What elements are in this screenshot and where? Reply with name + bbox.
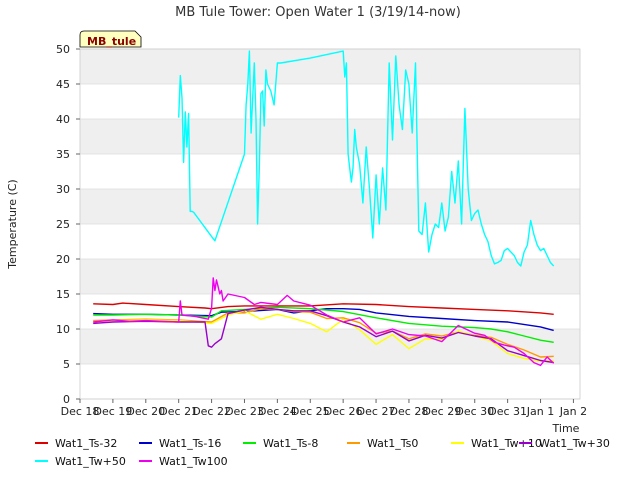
legend-label: Wat1_Tw+30	[539, 437, 610, 450]
legend-label: Wat1_Tw+50	[55, 455, 126, 468]
series-line-wat1-tw100	[93, 277, 555, 367]
y-tick-label: 35	[56, 148, 70, 161]
x-tick-label: Dec 20	[126, 405, 165, 418]
badge-box	[79, 30, 142, 48]
y-axis-label: Temperature (C)	[6, 179, 19, 269]
x-tick-label: Dec 23	[225, 405, 264, 418]
x-tick-label: Dec 21	[159, 405, 198, 418]
x-tick-label: Dec 27	[357, 405, 396, 418]
x-tick-label: Dec 18	[61, 405, 100, 418]
legend-label: Wat1_Ts-16	[159, 437, 221, 450]
legend: Wat1_Ts-32 Wat1_Ts-16 Wat1_Ts-8 Wat1_Ts0 Wat…	[35, 437, 610, 468]
series-line-wat1-ts-32	[93, 302, 554, 315]
legend-label: Wat1_Ts-8	[263, 437, 318, 450]
legend-label: Wat1_Ts0	[367, 437, 418, 450]
x-tick-label: Dec 26	[324, 405, 363, 418]
x-tick-label: Jan 2	[559, 405, 587, 418]
x-tick-label: Dec 29	[422, 405, 461, 418]
y-tick-label: 50	[56, 43, 70, 56]
legend-label: Wat1_Tw100	[159, 455, 228, 468]
station-badge: MB_tule	[79, 30, 142, 48]
x-tick-label: Dec 22	[192, 405, 231, 418]
grid-band	[80, 49, 580, 84]
x-tick-label: Dec 19	[94, 405, 133, 418]
legend-label: Wat1_Tw+10	[471, 437, 542, 450]
y-tick-label: 45	[56, 78, 70, 91]
y-tick-label: 25	[56, 218, 70, 231]
grid-band	[80, 259, 580, 294]
x-tick-label: Dec 28	[390, 405, 429, 418]
x-tick-label: Dec 31	[488, 405, 527, 418]
x-tick-label: Dec 30	[455, 405, 494, 418]
y-tick-label: 40	[56, 113, 70, 126]
grid-band	[80, 189, 580, 224]
x-axis-label: Time	[552, 422, 580, 435]
y-tick-label: 5	[63, 358, 70, 371]
y-tick-label: 15	[56, 288, 70, 301]
x-tick-label: Dec 24	[258, 405, 297, 418]
series-layer	[93, 50, 555, 367]
y-tick-label: 0	[63, 393, 70, 406]
grid-band	[80, 329, 580, 364]
y-tick-label: 10	[56, 323, 70, 336]
badge-label: MB_tule	[87, 35, 136, 48]
y-tick-label: 30	[56, 183, 70, 196]
x-tick-label: Dec 25	[291, 405, 330, 418]
grid-band	[80, 119, 580, 154]
plot-area	[80, 48, 580, 400]
chart-title: MB Tule Tower: Open Water 1 (3/19/14-now…	[175, 5, 461, 20]
series-line-wat1-tw-50	[178, 50, 555, 267]
x-tick-label: Jan 1	[526, 405, 554, 418]
legend-label: Wat1_Ts-32	[55, 437, 117, 450]
y-tick-label: 20	[56, 253, 70, 266]
series-line-wat1-tw-30	[93, 306, 554, 364]
